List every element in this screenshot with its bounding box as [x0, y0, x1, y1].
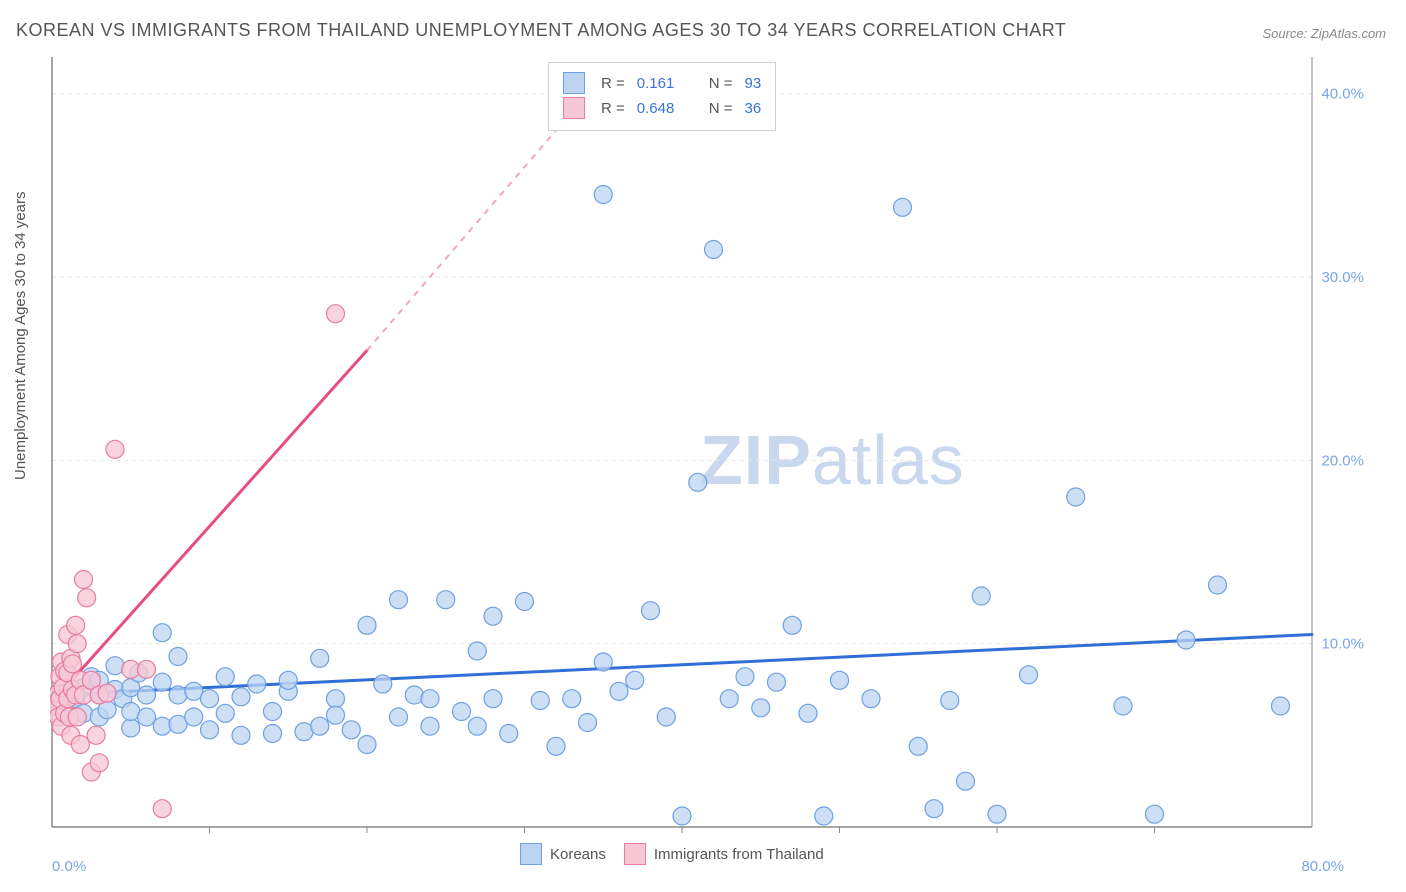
legend-swatch-koreans	[520, 843, 542, 865]
legend-label-thailand: Immigrants from Thailand	[654, 846, 824, 863]
series-legend: Koreans Immigrants from Thailand	[520, 843, 824, 865]
source-attribution: Source: ZipAtlas.com	[1262, 26, 1386, 41]
scatter-plot: 10.0% 20.0% 30.0% 40.0%	[50, 55, 1370, 835]
y-axis-label: Unemployment Among Ages 30 to 34 years	[12, 191, 29, 480]
correlation-legend: R = 0.161 N = 93 R = 0.648 N = 36	[548, 62, 776, 131]
r-label: R =	[601, 75, 625, 92]
svg-text:30.0%: 30.0%	[1321, 269, 1364, 286]
r-value-koreans: 0.161	[637, 75, 687, 92]
legend-label-koreans: Koreans	[550, 846, 606, 863]
legend-item-koreans: Koreans	[520, 843, 606, 865]
svg-text:10.0%: 10.0%	[1321, 636, 1364, 653]
legend-swatch-thailand	[624, 843, 646, 865]
legend-row-koreans: R = 0.161 N = 93	[563, 72, 761, 94]
legend-row-thailand: R = 0.648 N = 36	[563, 97, 761, 119]
chart-title: KOREAN VS IMMIGRANTS FROM THAILAND UNEMP…	[16, 20, 1066, 41]
legend-item-thailand: Immigrants from Thailand	[624, 843, 824, 865]
r-label: R =	[601, 100, 625, 117]
legend-swatch-thailand	[563, 97, 585, 119]
svg-text:40.0%: 40.0%	[1321, 86, 1364, 103]
n-label: N =	[709, 75, 733, 92]
x-axis-min-label: 0.0%	[52, 858, 86, 875]
legend-swatch-koreans	[563, 72, 585, 94]
n-label: N =	[709, 100, 733, 117]
n-value-thailand: 36	[745, 100, 762, 117]
n-value-koreans: 93	[745, 75, 762, 92]
r-value-thailand: 0.648	[637, 100, 687, 117]
svg-text:20.0%: 20.0%	[1321, 452, 1364, 469]
x-axis-max-label: 80.0%	[1301, 858, 1344, 875]
